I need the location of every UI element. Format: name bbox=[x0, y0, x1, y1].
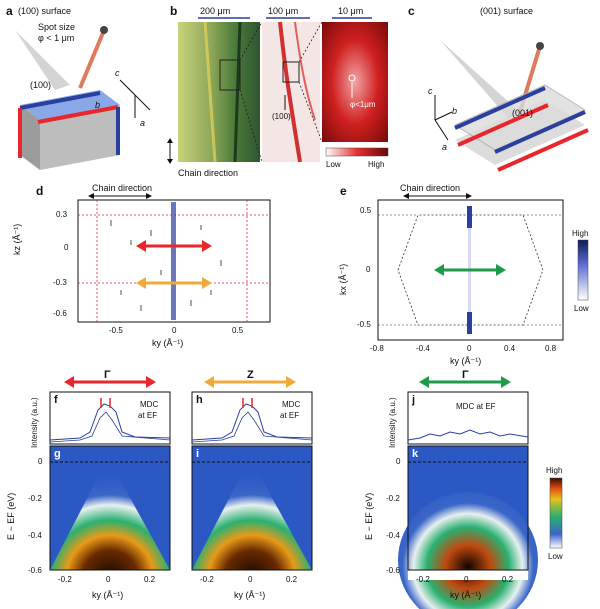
k-ytick-2: -0.2 bbox=[386, 494, 400, 503]
k-xlabel: ky (Å⁻¹) bbox=[450, 590, 482, 600]
mdc-f-1: MDC bbox=[140, 400, 159, 409]
k-colorbar-high: High bbox=[546, 466, 563, 475]
axis-c-label: c bbox=[115, 68, 120, 78]
panel-c-title: (001) surface bbox=[480, 6, 534, 16]
symbol-gamma-f: Γ bbox=[104, 369, 111, 381]
g-xtick-3: 0.2 bbox=[144, 575, 156, 584]
spot-label-b: φ<1μm bbox=[350, 100, 376, 109]
panel-k-letter: k bbox=[412, 448, 419, 460]
panel-a-letter: a bbox=[6, 4, 13, 18]
e-xlabel: ky (Å⁻¹) bbox=[450, 356, 482, 366]
k-colorbar-low: Low bbox=[548, 552, 563, 561]
d-ytick-1: 0.3 bbox=[56, 210, 68, 219]
e-colorbar-high: High bbox=[572, 229, 589, 238]
panel-d-letter: d bbox=[36, 184, 44, 198]
e-ytick-3: -0.5 bbox=[357, 320, 371, 329]
spot-size-label: Spot size bbox=[38, 22, 76, 32]
g-xlabel: ky (Å⁻¹) bbox=[92, 590, 124, 600]
face-100-label: (100) bbox=[30, 80, 52, 90]
panel-h-letter: h bbox=[196, 394, 203, 406]
face-100-label-b: (100) bbox=[272, 112, 291, 121]
k-ytick-1: 0 bbox=[396, 457, 401, 466]
e-ytick-2: 0 bbox=[366, 265, 371, 274]
k-ytick-4: -0.6 bbox=[386, 566, 400, 575]
e-xtick-2: -0.4 bbox=[416, 344, 430, 353]
axis-b-label-c: b bbox=[452, 106, 458, 116]
g-ytick-4: -0.6 bbox=[28, 566, 42, 575]
axis-a-label: a bbox=[140, 118, 146, 128]
spot-size-value: φ < 1 μm bbox=[38, 33, 75, 43]
panel-c-letter: c bbox=[408, 4, 415, 18]
panel-g-letter: g bbox=[54, 448, 61, 460]
k-xtick-3: 0.2 bbox=[502, 575, 514, 584]
mdc-h-1: MDC bbox=[282, 400, 301, 409]
d-xlabel: ky (Å⁻¹) bbox=[152, 338, 184, 348]
panel-j-letter: j bbox=[412, 394, 416, 406]
d-xtick-1: -0.5 bbox=[109, 326, 123, 335]
g-ytick-3: -0.4 bbox=[28, 531, 42, 540]
axis-c-label-c: c bbox=[428, 86, 433, 96]
j-ylabel: Intensity (a.u.) bbox=[388, 397, 397, 448]
k-ylabel: E − EF (eV) bbox=[364, 492, 374, 540]
k-ytick-3: -0.4 bbox=[386, 531, 400, 540]
g-ylabel: E − EF (eV) bbox=[6, 492, 16, 540]
scale-200um: 200 μm bbox=[200, 6, 231, 16]
colorbar-b-low: Low bbox=[326, 160, 341, 169]
mdc-f-2: at EF bbox=[138, 411, 158, 420]
axis-a-label-c: a bbox=[442, 142, 448, 152]
mdc-h-2: at EF bbox=[280, 411, 300, 420]
g-xtick-1: -0.2 bbox=[58, 575, 72, 584]
g-xtick-2: 0 bbox=[106, 575, 111, 584]
chain-direction-d: Chain direction bbox=[92, 183, 153, 193]
panel-b-letter: b bbox=[170, 4, 178, 18]
panel-e-letter: e bbox=[340, 184, 347, 198]
g-ytick-1: 0 bbox=[38, 457, 43, 466]
panel-f-letter: f bbox=[54, 394, 58, 406]
e-xtick-4: 0.4 bbox=[504, 344, 516, 353]
e-colorbar-low: Low bbox=[574, 304, 589, 313]
face-001-label: (001) bbox=[512, 108, 534, 118]
d-ytick-3: -0.3 bbox=[53, 278, 67, 287]
chain-direction-b: Chain direction bbox=[178, 168, 239, 178]
crystal-001-diagram bbox=[434, 40, 589, 172]
scale-100um: 100 μm bbox=[268, 6, 299, 16]
scale-10um: 10 μm bbox=[338, 6, 364, 16]
axis-b-label: b bbox=[95, 100, 101, 110]
panel-i-letter: i bbox=[196, 448, 200, 460]
symbol-z-h: Z bbox=[247, 369, 254, 381]
i-xtick-1: -0.2 bbox=[200, 575, 214, 584]
e-xtick-1: -0.8 bbox=[370, 344, 384, 353]
crystal-100-diagram bbox=[15, 26, 151, 170]
e-xtick-3: 0 bbox=[467, 344, 472, 353]
microscope-images bbox=[167, 17, 389, 164]
e-xtick-5: 0.8 bbox=[545, 344, 557, 353]
panel-e-map bbox=[377, 193, 589, 341]
panel-d-map bbox=[77, 193, 271, 323]
d-ytick-4: -0.6 bbox=[53, 309, 67, 318]
i-xtick-3: 0.2 bbox=[286, 575, 298, 584]
panel-a-title: (100) surface bbox=[18, 6, 72, 16]
g-ytick-2: -0.2 bbox=[28, 494, 42, 503]
symbol-gamma-j: Γ bbox=[462, 369, 469, 381]
mdc-j: MDC at EF bbox=[456, 402, 496, 411]
k-xtick-2: 0 bbox=[464, 575, 469, 584]
e-ytick-1: 0.5 bbox=[360, 206, 372, 215]
d-xtick-2: 0 bbox=[172, 326, 177, 335]
d-ytick-2: 0 bbox=[64, 243, 69, 252]
k-xtick-1: -0.2 bbox=[416, 575, 430, 584]
chain-direction-e: Chain direction bbox=[400, 183, 461, 193]
d-xtick-3: 0.5 bbox=[232, 326, 244, 335]
f-ylabel: Intensity (a.u.) bbox=[30, 397, 39, 448]
i-xlabel: ky (Å⁻¹) bbox=[234, 590, 266, 600]
i-xtick-2: 0 bbox=[248, 575, 253, 584]
colorbar-b-high: High bbox=[368, 160, 385, 169]
